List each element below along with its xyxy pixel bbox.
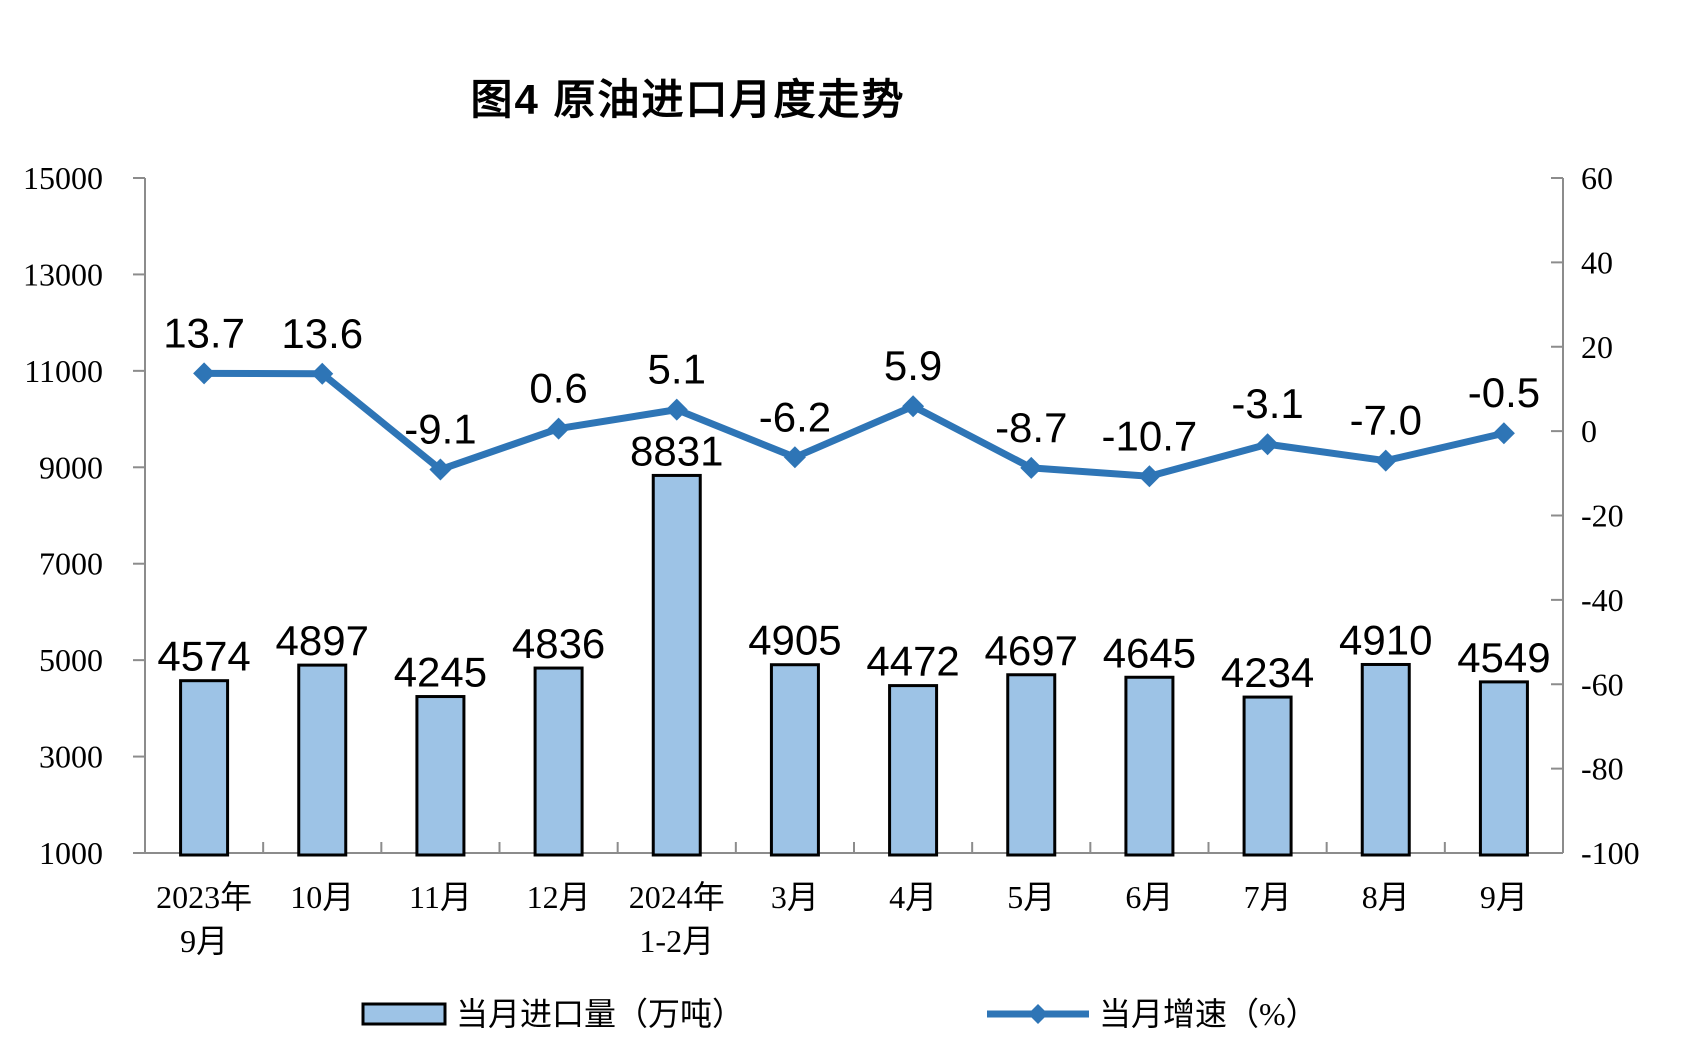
bar-value-label: 4245 bbox=[394, 649, 487, 696]
left-axis-tick-label: 3000 bbox=[39, 739, 103, 775]
line-value-label: -3.1 bbox=[1231, 380, 1303, 427]
legend-label-growth-rate: 当月增速（%） bbox=[1099, 996, 1318, 1032]
growth-line bbox=[200, 369, 1508, 480]
x-axis-category-label: 4月 bbox=[889, 879, 937, 915]
left-axis-tick-label: 13000 bbox=[23, 256, 103, 292]
x-axis-category-label: 2024年 bbox=[629, 879, 725, 915]
right-axis-tick-label: -60 bbox=[1581, 666, 1624, 702]
bar bbox=[1360, 662, 1411, 857]
line-marker-diamond bbox=[665, 398, 688, 421]
line-value-label: -9.1 bbox=[404, 406, 476, 453]
bar bbox=[769, 663, 820, 857]
x-axis-category-label: 10月 bbox=[290, 879, 354, 915]
x-axis-category-label: 11月 bbox=[409, 879, 472, 915]
line-value-label: -6.2 bbox=[759, 393, 831, 440]
line-value-label: 5.1 bbox=[648, 346, 706, 393]
line-marker-diamond bbox=[1138, 465, 1161, 488]
left-axis-tick-label: 9000 bbox=[39, 449, 103, 485]
line-marker-diamond bbox=[547, 417, 570, 440]
bar-value-label: 4472 bbox=[866, 638, 959, 685]
bar-value-label: 4645 bbox=[1103, 629, 1196, 676]
bar bbox=[533, 666, 584, 857]
bar-value-label: 4897 bbox=[276, 617, 369, 664]
right-axis-tick-label: 40 bbox=[1581, 244, 1613, 280]
line-marker-diamond bbox=[1020, 456, 1043, 479]
bar-value-label: 8831 bbox=[630, 427, 723, 474]
right-axis-tick-label: -80 bbox=[1581, 751, 1624, 787]
bar bbox=[415, 695, 466, 857]
line-marker-diamond bbox=[902, 395, 925, 418]
line-value-label: 13.7 bbox=[163, 309, 245, 356]
bar bbox=[1478, 680, 1529, 857]
line-value-label: -10.7 bbox=[1102, 412, 1198, 459]
chart-title: 图4 原油进口月度走势 bbox=[470, 76, 906, 123]
right-axis-tick-label: -20 bbox=[1581, 498, 1624, 534]
line-value-label: -7.0 bbox=[1350, 397, 1422, 444]
line-marker-diamond bbox=[1492, 422, 1515, 445]
bar-value-label: 4905 bbox=[748, 617, 841, 664]
bar bbox=[888, 684, 939, 857]
line-swatch-icon bbox=[987, 1004, 1089, 1024]
legend-item-import-volume: 当月进口量（万吨） bbox=[360, 998, 744, 1030]
legend-label-import-volume: 当月进口量（万吨） bbox=[456, 996, 745, 1032]
line-marker-diamond bbox=[783, 446, 806, 469]
right-axis-tick-label: 20 bbox=[1581, 329, 1613, 365]
bar-value-label: 4234 bbox=[1221, 649, 1314, 696]
x-axis-category-label: 9月 bbox=[1480, 879, 1528, 915]
bar-value-label: 4697 bbox=[985, 627, 1078, 674]
bar-value-label: 4574 bbox=[157, 633, 250, 680]
left-axis-tick-label: 11000 bbox=[24, 353, 103, 389]
bar bbox=[1242, 695, 1293, 857]
bar-value-label: 4910 bbox=[1339, 616, 1432, 663]
x-axis-category-label: 2023年 bbox=[156, 879, 252, 915]
x-axis-category-label: 7月 bbox=[1244, 879, 1292, 915]
x-axis-category-label: 5月 bbox=[1007, 879, 1055, 915]
bar-value-label: 4836 bbox=[512, 620, 605, 667]
left-axis-tick-label: 1000 bbox=[39, 835, 103, 871]
line-marker-diamond bbox=[429, 458, 452, 481]
line-value-label: -0.5 bbox=[1468, 369, 1540, 416]
left-axis-tick-label: 15000 bbox=[23, 160, 103, 196]
bar bbox=[179, 679, 230, 857]
legend-item-growth-rate: 当月增速（%） bbox=[985, 998, 1318, 1030]
line-value-label: 5.9 bbox=[884, 342, 942, 389]
line-value-label: 0.6 bbox=[529, 365, 587, 412]
left-axis-tick-label: 5000 bbox=[39, 642, 103, 678]
line-value-label: 13.6 bbox=[281, 310, 363, 357]
x-axis-category-label: 9月 bbox=[180, 923, 228, 959]
bar bbox=[651, 473, 702, 857]
bar-value-label: 4549 bbox=[1457, 634, 1550, 681]
line-marker-diamond bbox=[311, 362, 334, 385]
right-axis-tick-label: -100 bbox=[1581, 835, 1640, 871]
line-marker-diamond bbox=[1256, 433, 1279, 456]
x-axis-category-label: 12月 bbox=[527, 879, 591, 915]
right-axis-tick-label: 60 bbox=[1581, 160, 1613, 196]
right-axis-tick-label: 0 bbox=[1581, 413, 1597, 449]
x-axis-category-label: 8月 bbox=[1362, 879, 1410, 915]
bar bbox=[297, 663, 348, 857]
x-axis-category-label: 1-2月 bbox=[639, 923, 714, 959]
x-axis-category-label: 3月 bbox=[771, 879, 819, 915]
line-marker-diamond bbox=[1374, 449, 1397, 472]
line-value-label: -8.7 bbox=[995, 404, 1067, 451]
bar bbox=[1006, 673, 1057, 857]
right-axis-tick-label: -40 bbox=[1581, 582, 1624, 618]
left-axis-tick-label: 7000 bbox=[39, 546, 103, 582]
bar bbox=[1124, 675, 1175, 857]
bar-swatch-icon bbox=[361, 1002, 447, 1026]
line-marker-diamond bbox=[193, 362, 216, 385]
x-axis-category-label: 6月 bbox=[1125, 879, 1173, 915]
